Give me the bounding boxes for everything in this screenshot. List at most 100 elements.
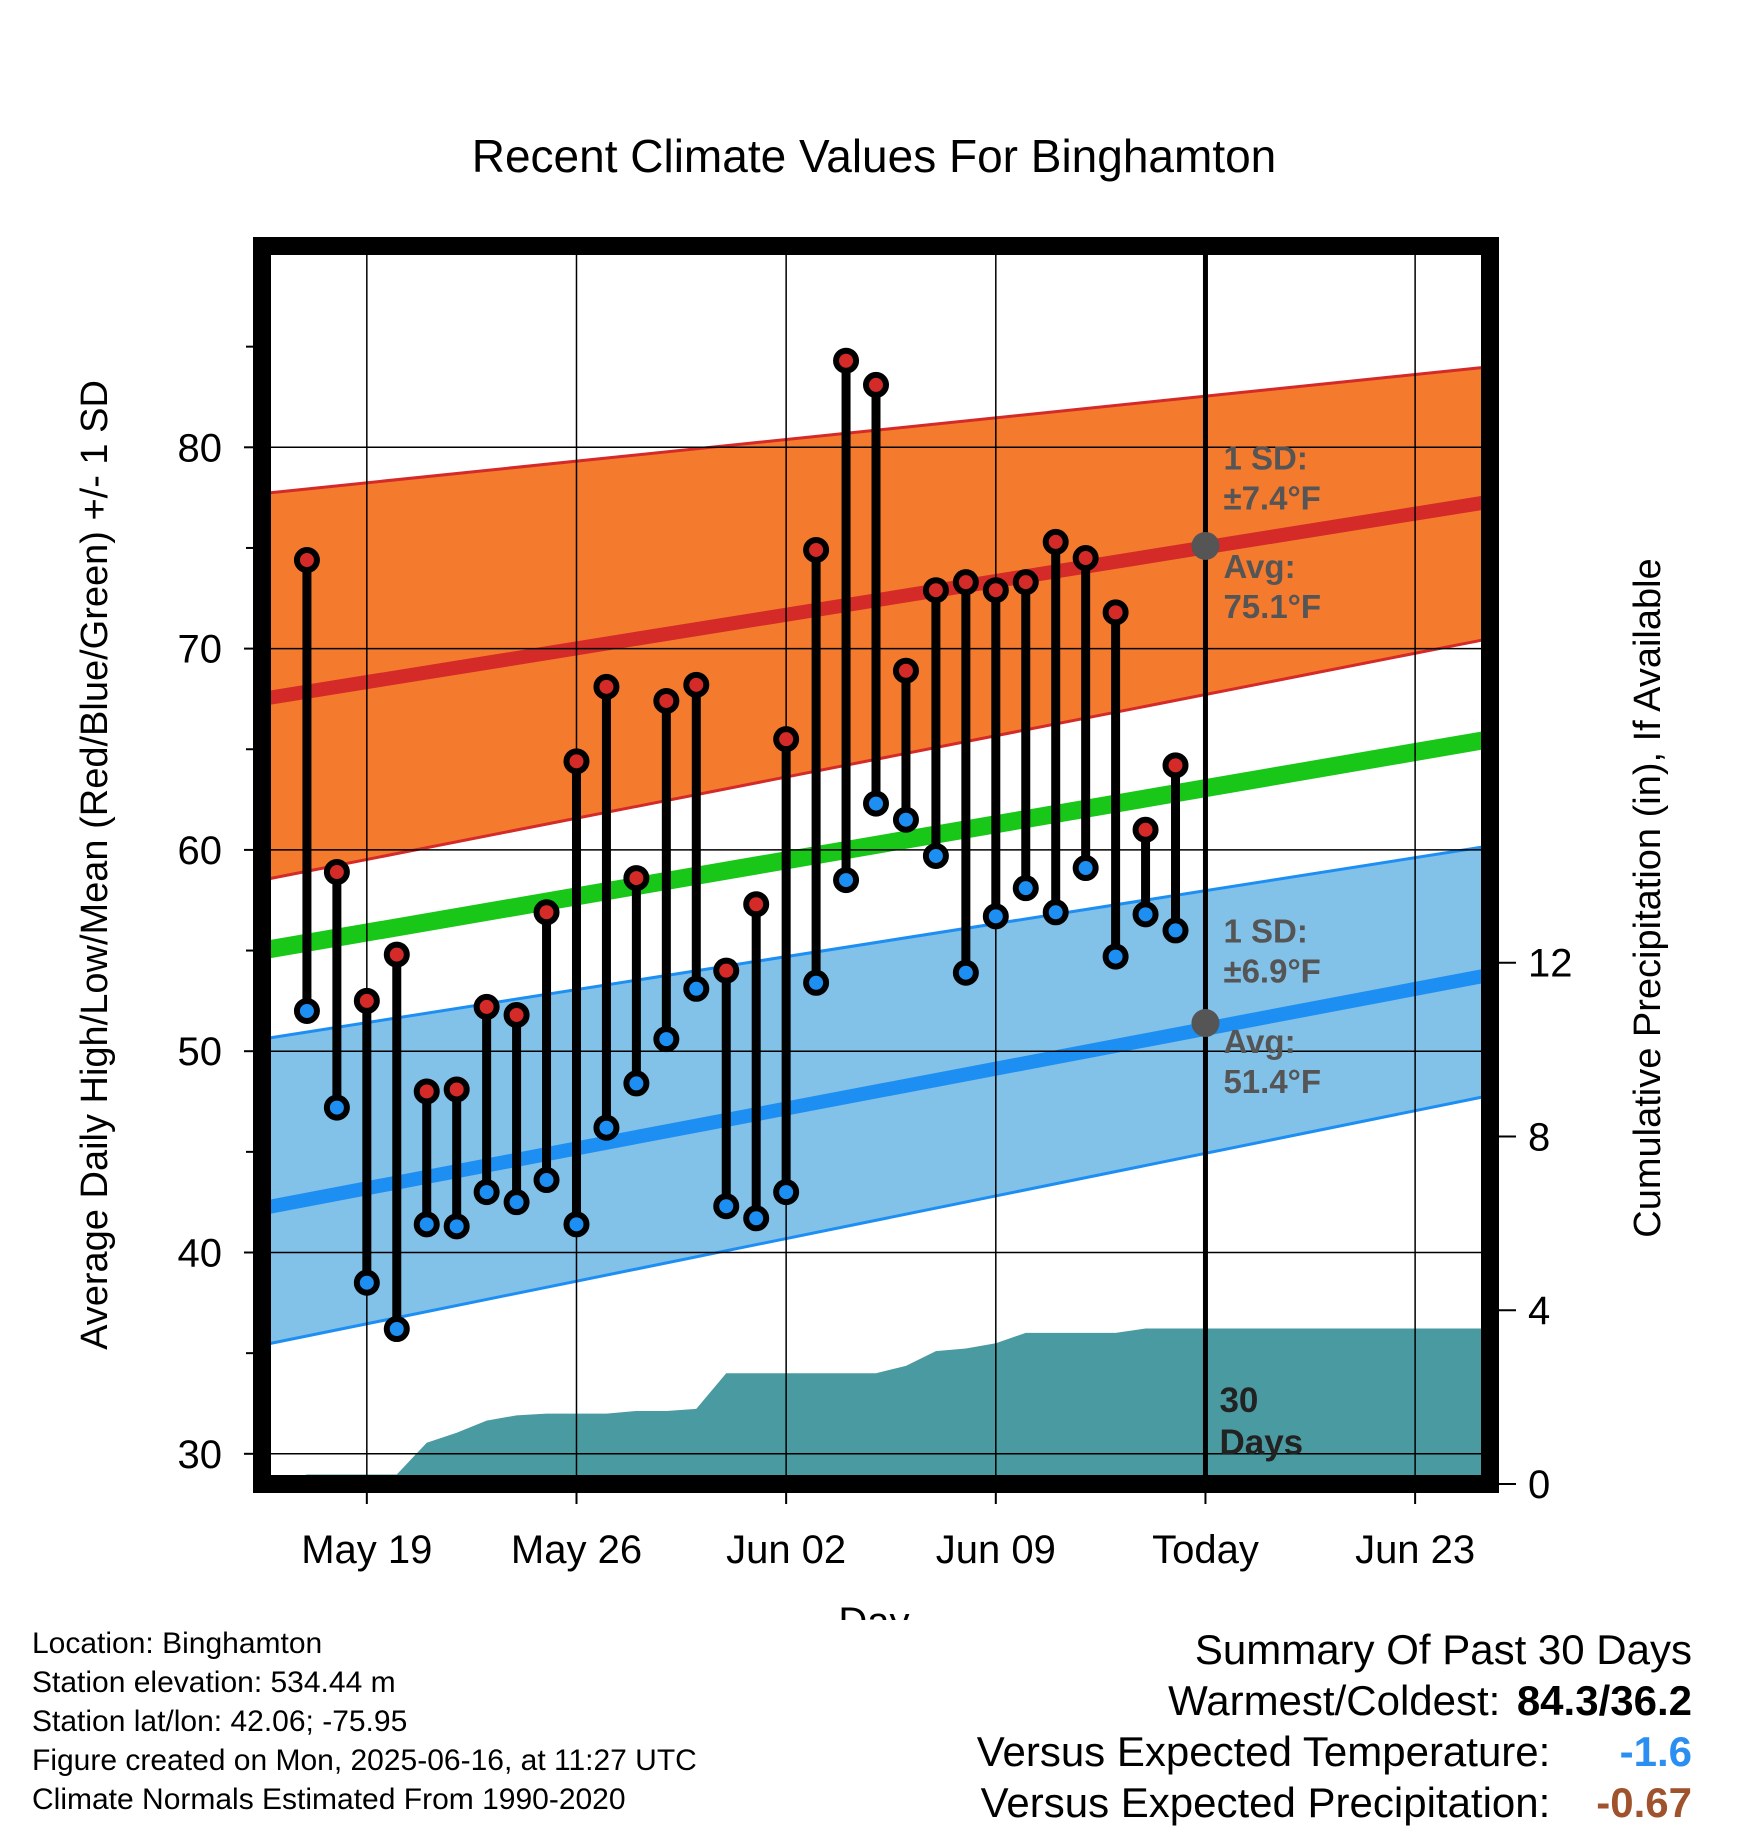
x-tick-label: Jun 23 [1355, 1528, 1475, 1572]
y-tick-label: 80 [178, 426, 223, 470]
low-temp-point [533, 1167, 560, 1194]
low-temp-point [593, 1114, 620, 1141]
low-temp-point [952, 959, 979, 986]
high-temp-point [863, 371, 889, 398]
high-temp-point [982, 577, 1009, 604]
low-average-line [260, 967, 1492, 1216]
temp-anomaly-value: -1.6 [1619, 1728, 1692, 1775]
high-temp-point [773, 726, 800, 753]
x-tick-label: Jun 09 [936, 1528, 1056, 1572]
high-temp-point [413, 1078, 440, 1105]
high-average-annotation: Avg: 75.1°F [1223, 548, 1321, 625]
high-temp-point [922, 577, 949, 604]
high-temp-point [623, 865, 650, 892]
low-average-annotation: Avg: 51.4°F [1223, 1023, 1321, 1100]
summary-warm-cold: Warmest/Coldest: 84.3/36.2 [977, 1675, 1692, 1726]
low-temp-point [623, 1070, 650, 1097]
y2-tick-label: 4 [1528, 1289, 1550, 1333]
summary-panel: Summary Of Past 30 Days Warmest/Coldest:… [977, 1624, 1692, 1828]
y2-axis-label: Cumulative Precipitation (in), If Availa… [1627, 558, 1669, 1237]
high-temp-point [892, 657, 919, 684]
low-temp-point [323, 1094, 350, 1121]
high-temp-point [1102, 599, 1129, 626]
low-temp-point [1042, 899, 1069, 926]
climate-chart: Recent Climate Values For Binghamton 1 S… [74, 130, 1669, 1620]
high-temp-point [1162, 752, 1189, 779]
low-temp-point [863, 790, 889, 817]
warm-cold-value: 84.3/36.2 [1516, 1677, 1692, 1724]
high-temp-point [803, 536, 830, 563]
low-temp-point [982, 903, 1009, 930]
high-temp-point [503, 1001, 530, 1028]
low-temp-point [773, 1179, 800, 1206]
temp-anomaly-label: Versus Expected Temperature: [976, 1728, 1551, 1775]
high-temp-point [743, 891, 770, 918]
low-temp-point [383, 1315, 410, 1342]
high-temp-point [353, 987, 380, 1014]
low-sd-upper-line [261, 844, 1491, 1041]
low-sd-lower-line [261, 1094, 1491, 1347]
high-temp-point [683, 671, 710, 698]
y2-tick-label: 12 [1528, 942, 1573, 986]
station-elevation: Station elevation: 534.44 m [32, 1666, 396, 1699]
high-temp-point [713, 957, 740, 984]
low-temp-point [1102, 943, 1129, 970]
summary-temp: Versus Expected Temperature: -1.6 [977, 1726, 1692, 1777]
y-tick-label: 40 [178, 1232, 223, 1276]
low-temp-point [563, 1211, 590, 1238]
high-temp-point [1132, 816, 1159, 843]
y2-tick-label: 0 [1528, 1463, 1550, 1507]
station-latlon: Station lat/lon: 42.06; -75.95 [32, 1705, 408, 1738]
high-temp-point [293, 547, 320, 574]
high-temp-point [383, 941, 410, 968]
y2-tick-label: 8 [1528, 1115, 1550, 1159]
x-axis-label: Day [838, 1600, 909, 1620]
high-temp-point [473, 993, 500, 1020]
low-temp-point [713, 1193, 740, 1220]
high-sd-annotation: 1 SD: ±7.4°F [1223, 439, 1320, 516]
x-tick-label: Today [1152, 1528, 1259, 1572]
low-sd-annotation: 1 SD: ±6.9°F [1223, 913, 1320, 990]
high-temp-point [1072, 545, 1099, 572]
station-info: Location: Binghamton Station elevation: … [32, 1624, 697, 1819]
x-tick-label: May 26 [511, 1528, 642, 1572]
high-temp-point [443, 1076, 470, 1103]
climate-normals-note: Climate Normals Estimated From 1990-2020 [32, 1783, 626, 1816]
precip-anomaly-value: -0.67 [1596, 1779, 1692, 1826]
low-temp-point [503, 1189, 530, 1216]
summary-title: Summary Of Past 30 Days [1194, 1626, 1692, 1673]
y-tick-label: 50 [178, 1030, 223, 1074]
y-tick-label: 60 [178, 829, 223, 873]
low-temp-point [353, 1269, 380, 1296]
low-temp-point [1162, 917, 1189, 944]
plot-frame [253, 237, 1499, 1493]
low-temp-point [892, 806, 919, 833]
station-location: Location: Binghamton [32, 1627, 323, 1660]
low-temp-point [833, 867, 860, 894]
precipitation-area [276, 1328, 1491, 1484]
high-temp-point [1042, 528, 1069, 555]
low-temp-point [1132, 901, 1159, 928]
low-temp-point [922, 842, 949, 869]
high-temp-point [1012, 569, 1039, 596]
y-tick-label: 30 [178, 1433, 223, 1477]
low-temp-point [413, 1211, 440, 1238]
high-average-today-marker [1191, 531, 1220, 560]
y-tick-label: 70 [178, 628, 223, 672]
low-temp-point [683, 975, 710, 1002]
high-temp-point [952, 569, 979, 596]
mean-average-line [260, 730, 1492, 960]
low-temp-point [803, 969, 830, 996]
y-axis-label: Average Daily High/Low/Mean (Red/Blue/Gr… [74, 380, 116, 1350]
low-temp-point [743, 1205, 770, 1232]
low-average-today-marker [1191, 1009, 1220, 1038]
low-temp-point [1012, 875, 1039, 902]
high-temp-point [653, 687, 680, 714]
high-temp-point [833, 347, 860, 374]
low-temp-point [473, 1179, 500, 1206]
high-temp-point [323, 859, 350, 886]
low-temp-point [443, 1213, 470, 1240]
chart-title: Recent Climate Values For Binghamton [472, 130, 1277, 182]
warm-cold-label: Warmest/Coldest: [1168, 1677, 1501, 1724]
low-temp-point [1072, 855, 1099, 882]
